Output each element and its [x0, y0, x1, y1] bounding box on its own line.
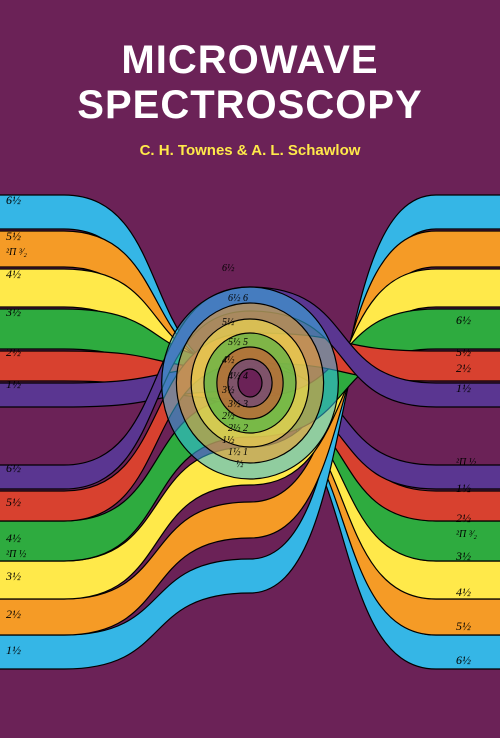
curve-label: 2½ 2 — [228, 423, 248, 434]
title-line-1: MICROWAVE — [0, 38, 500, 83]
curve-label: 2½ — [6, 607, 21, 622]
curve-label: 6½ — [6, 193, 21, 208]
curve-label: ²Π ³⁄₂ — [456, 529, 477, 540]
curve-label: 5½ — [222, 317, 235, 328]
curve-label: ²Π ³⁄₂ — [6, 247, 27, 258]
curve-label: 1½ — [6, 643, 21, 658]
curve-label: 3½ — [222, 385, 235, 396]
curve-label: 3½ — [6, 569, 21, 584]
cover-header: MICROWAVE SPECTROSCOPY C. H. Townes & A.… — [0, 0, 500, 159]
curve-label: 3½ 3 — [228, 399, 248, 410]
curve-label: 4½ — [456, 585, 471, 600]
curve-label: 2½ — [6, 345, 21, 360]
curve-label: 4½ — [6, 267, 21, 282]
curve-label: 1½ 1 — [228, 447, 248, 458]
curve-label: 3½ — [6, 305, 21, 320]
curve-label: 6½ — [222, 263, 235, 274]
curve-label: ²Π ½ — [456, 457, 476, 468]
curve-label: 6½ — [6, 461, 21, 476]
curve-label: 1½ — [456, 381, 471, 396]
curve-label: 5½ 5 — [228, 337, 248, 348]
curve-label: ²Π ½ — [6, 549, 26, 560]
curve-label: ½ — [236, 459, 244, 470]
title-line-2: SPECTROSCOPY — [0, 83, 500, 128]
curve-label: 1½ — [6, 377, 21, 392]
curve-label: 4½ — [222, 355, 235, 366]
energy-level-diagram: 6½5½²Π ³⁄₂4½3½2½1½6½5½4½²Π ½3½2½1½6½5½2½… — [0, 185, 500, 693]
curve-label: 4½ 4 — [228, 371, 248, 382]
curve-label: 5½ — [6, 495, 21, 510]
curve-label: 6½ — [456, 653, 471, 668]
curve-label: 1½ — [456, 481, 471, 496]
curve-label: 5½ — [6, 229, 21, 244]
curve-label: 2½ — [456, 511, 471, 526]
curves-svg — [0, 185, 500, 693]
curve-label: 4½ — [6, 531, 21, 546]
book-cover: MICROWAVE SPECTROSCOPY C. H. Townes & A.… — [0, 0, 500, 738]
curve-label: 2½ — [222, 411, 235, 422]
curve-label: 2½ — [456, 361, 471, 376]
authors: C. H. Townes & A. L. Schawlow — [0, 142, 500, 159]
curve-label: 5½ — [456, 345, 471, 360]
curve-label: 5½ — [456, 619, 471, 634]
curve-label: 1½ — [222, 435, 235, 446]
curve-label: 6½ — [456, 313, 471, 328]
curve-label: 6½ 6 — [228, 293, 248, 304]
curve-label: 3½ — [456, 549, 471, 564]
